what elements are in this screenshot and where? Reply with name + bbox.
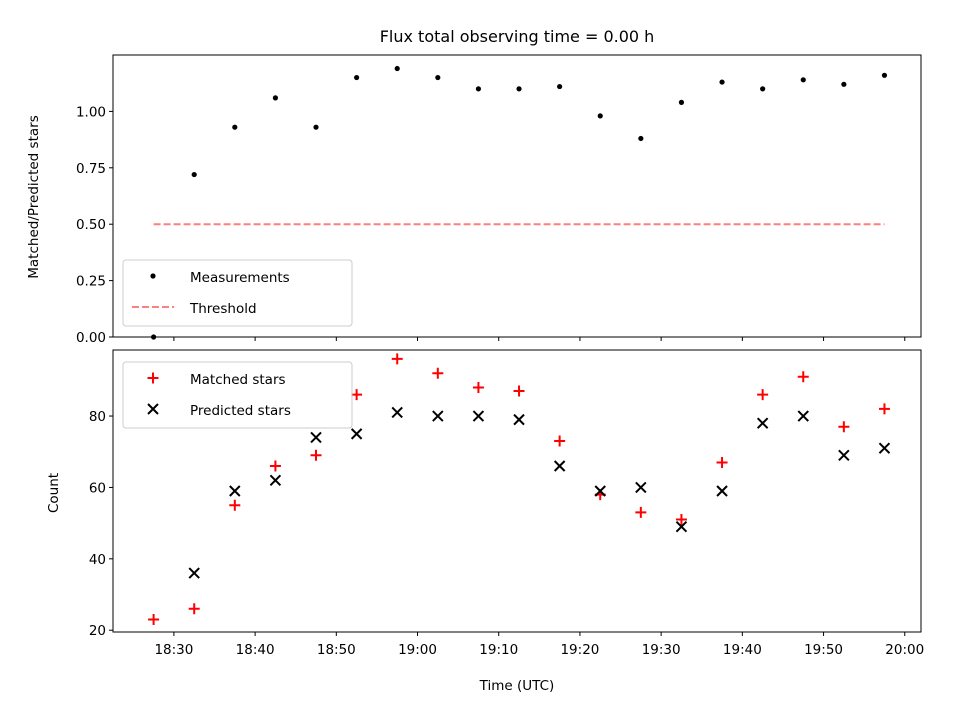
top-y-axis-label: Matched/Predicted stars xyxy=(26,115,42,278)
legend-matched-marker xyxy=(147,372,159,384)
matched-star-point xyxy=(635,506,647,518)
bottom-y-axis-label: Count xyxy=(46,473,62,513)
predicted-star-point xyxy=(310,431,322,444)
predicted-star-point xyxy=(269,474,282,486)
matched-star-point xyxy=(148,614,160,626)
x-tick-label: 19:20 xyxy=(560,642,599,658)
bottom-axes-frame xyxy=(112,349,922,633)
matched-star-point xyxy=(797,371,809,383)
x-tick-label: 18:50 xyxy=(317,642,356,658)
x-tick-label: 18:40 xyxy=(236,642,275,658)
x-tick-label: 19:10 xyxy=(479,642,518,658)
predicted-star-point xyxy=(188,567,200,579)
bottom-legend-box xyxy=(122,361,353,429)
legend-measurements-marker xyxy=(150,273,156,279)
top-y-tick-label: 0.25 xyxy=(76,274,106,290)
top-legend: Measurements Threshold xyxy=(122,259,353,327)
matched-star-point xyxy=(716,456,728,468)
legend-predicted-marker xyxy=(147,403,159,415)
x-tick-label: 19:50 xyxy=(804,642,843,658)
matched-star-point xyxy=(269,460,281,472)
top-y-tick-label: 0.75 xyxy=(76,161,106,177)
predicted-star-point xyxy=(513,413,525,426)
measurement-point xyxy=(841,81,847,87)
bottom-data xyxy=(148,353,891,626)
legend-measurements-label: Measurements xyxy=(190,270,290,286)
matched-star-point xyxy=(757,389,769,401)
chart-title: Flux total observing time = 0.00 h xyxy=(380,27,655,46)
measurement-point xyxy=(191,171,197,178)
bottom-y-tick-label: 40 xyxy=(89,552,106,568)
measurement-point xyxy=(800,77,806,83)
bottom-y-tick-label: 60 xyxy=(89,480,106,496)
measurement-point xyxy=(313,124,319,130)
top-data xyxy=(151,65,888,340)
predicted-star-point xyxy=(391,406,403,419)
matched-star-point xyxy=(878,403,890,415)
predicted-star-point xyxy=(432,410,444,422)
predicted-star-point xyxy=(594,485,606,497)
measurement-point xyxy=(475,86,482,92)
predicted-star-point xyxy=(838,449,850,462)
legend-threshold-label: Threshold xyxy=(189,301,257,317)
bottom-y-tick-label: 80 xyxy=(89,409,106,425)
measurement-point xyxy=(151,334,157,340)
x-tick-label: 18:30 xyxy=(154,642,193,658)
matched-star-point xyxy=(391,353,403,365)
bottom-plot: 20 40 60 80 18:30 18:40 18:50 19:00 19:10 19:20 19… xyxy=(89,349,924,658)
measurement-point xyxy=(557,83,563,90)
x-tick-label: 19:30 xyxy=(642,642,681,658)
x-tick-label: 19:40 xyxy=(723,642,762,658)
predicted-star-point xyxy=(350,428,363,440)
measurement-point xyxy=(354,74,360,81)
predicted-star-point xyxy=(635,481,647,494)
measurement-point xyxy=(719,79,725,85)
x-axis-label: Time (UTC) xyxy=(479,678,555,694)
top-y-tick-label: 1.00 xyxy=(76,104,106,120)
measurement-point xyxy=(638,135,644,142)
top-plot: 0.00 0.25 0.50 0.75 1.00 xyxy=(76,54,922,346)
matched-star-point xyxy=(513,385,525,397)
matched-star-point xyxy=(472,381,484,393)
predicted-star-point xyxy=(716,485,728,497)
predicted-star-point xyxy=(756,417,769,429)
measurement-point xyxy=(272,95,279,101)
legend-predicted-label: Predicted stars xyxy=(190,403,291,419)
predicted-star-point xyxy=(797,410,809,422)
measurement-point xyxy=(881,72,888,78)
legend-matched-label: Matched stars xyxy=(190,372,286,388)
matched-star-point xyxy=(432,367,444,379)
predicted-star-point xyxy=(675,520,688,533)
matched-star-point xyxy=(351,389,363,401)
matched-star-point xyxy=(554,435,566,447)
measurement-point xyxy=(232,124,238,130)
predicted-star-point xyxy=(229,485,241,497)
matched-star-point xyxy=(310,449,322,461)
x-tick-label: 20:00 xyxy=(885,642,924,658)
matched-star-point xyxy=(838,421,850,433)
matched-star-point xyxy=(675,514,687,526)
top-axes-frame xyxy=(112,54,922,338)
matched-star-point xyxy=(229,499,241,511)
bottom-legend: Matched stars Predicted stars xyxy=(122,361,353,429)
predicted-star-point xyxy=(472,410,485,422)
predicted-star-point xyxy=(878,442,891,454)
measurement-point xyxy=(678,99,685,105)
top-legend-box xyxy=(122,259,353,327)
top-y-tick-label: 0.50 xyxy=(76,217,106,233)
measurement-point xyxy=(516,86,522,92)
measurement-point xyxy=(394,65,400,72)
measurement-point xyxy=(597,113,603,119)
measurement-point xyxy=(435,74,441,81)
bottom-y-tick-label: 20 xyxy=(89,623,106,639)
x-tick-label: 19:00 xyxy=(398,642,437,658)
measurement-point xyxy=(760,86,766,92)
predicted-star-point xyxy=(553,460,566,472)
matched-star-point xyxy=(188,603,200,615)
top-y-tick-label: 0.00 xyxy=(76,330,106,346)
